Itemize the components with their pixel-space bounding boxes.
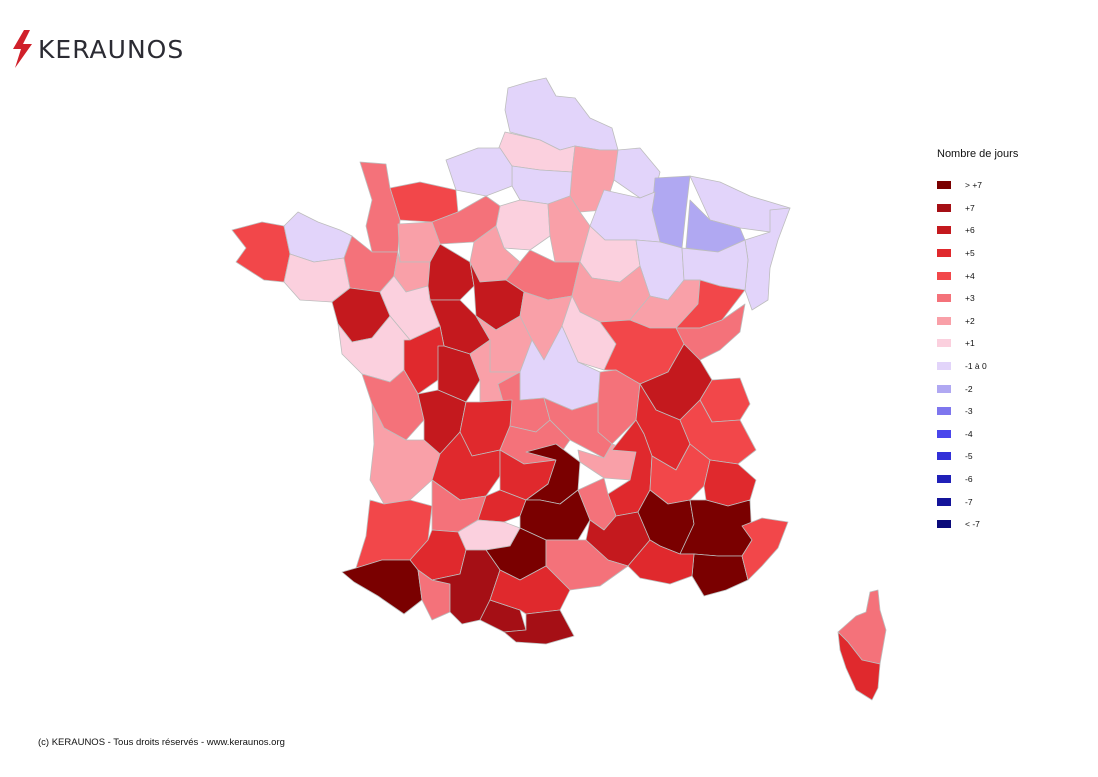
legend-label: +2 bbox=[965, 315, 975, 326]
legend-label: -5 bbox=[965, 451, 973, 462]
legend-swatch bbox=[937, 249, 951, 258]
region-alsace bbox=[744, 207, 791, 311]
region-idf bbox=[495, 199, 551, 251]
legend-item: -3 bbox=[937, 400, 1087, 423]
legend-swatch bbox=[937, 475, 951, 484]
legend-item: +1 bbox=[937, 332, 1087, 355]
legend-swatch bbox=[937, 271, 951, 280]
legend-swatch bbox=[937, 181, 951, 190]
legend-item: -7 bbox=[937, 490, 1087, 513]
legend-swatch bbox=[937, 362, 951, 371]
region-ariege bbox=[479, 599, 527, 633]
legend-item: +3 bbox=[937, 287, 1087, 310]
legend-items: > +7 +7 +6 +5 +4 +3 +2 +1 -1 à 0 -2 -3 -4 -5 -6 -7 < -7 bbox=[937, 174, 1087, 536]
legend-label: < -7 bbox=[965, 519, 980, 530]
legend-label: > +7 bbox=[965, 180, 983, 191]
legend-item: -4 bbox=[937, 423, 1087, 446]
legend-label: -4 bbox=[965, 428, 973, 439]
legend-swatch bbox=[937, 316, 951, 325]
map-legend: Nombre de jours > +7 +7 +6 +5 +4 +3 +2 +1 -1 à 0… bbox=[937, 148, 1087, 536]
region-vienne bbox=[437, 345, 481, 403]
legend-swatch bbox=[937, 203, 951, 212]
legend-item: -2 bbox=[937, 377, 1087, 400]
legend-item: -1 à 0 bbox=[937, 355, 1087, 378]
legend-label: -1 à 0 bbox=[965, 361, 987, 372]
legend-title: Nombre de jours bbox=[937, 148, 1019, 160]
legend-swatch bbox=[937, 407, 951, 416]
legend-item: +4 bbox=[937, 264, 1087, 287]
legend-label: -3 bbox=[965, 406, 973, 417]
legend-label: -6 bbox=[965, 474, 973, 485]
region-pyrenees-orientales bbox=[503, 609, 575, 645]
region-finistere bbox=[231, 221, 291, 283]
legend-swatch bbox=[937, 339, 951, 348]
region-eure bbox=[431, 195, 501, 245]
legend-label: +4 bbox=[965, 270, 975, 281]
legend-label: +3 bbox=[965, 293, 975, 304]
region-morbihan bbox=[283, 253, 351, 303]
legend-label: +1 bbox=[965, 338, 975, 349]
region-cotes-armor bbox=[283, 211, 353, 263]
legend-item: +6 bbox=[937, 219, 1087, 242]
legend-label: +5 bbox=[965, 248, 975, 259]
region-bouches-rhone bbox=[627, 539, 695, 585]
legend-item: +5 bbox=[937, 242, 1087, 265]
legend-item: +7 bbox=[937, 197, 1087, 220]
footer-copyright: (c) KERAUNOS - Tous droits réservés - ww… bbox=[38, 737, 285, 748]
legend-item: -5 bbox=[937, 445, 1087, 468]
legend-swatch bbox=[937, 452, 951, 461]
region-pyrenees-atlantiques bbox=[341, 559, 423, 615]
region-seine-maritime bbox=[445, 147, 513, 197]
region-var-south bbox=[691, 553, 749, 597]
legend-label: +6 bbox=[965, 225, 975, 236]
brand-logo: KERAUNOS bbox=[10, 28, 220, 70]
legend-swatch bbox=[937, 429, 951, 438]
region-ardennes bbox=[613, 147, 661, 199]
legend-swatch bbox=[937, 384, 951, 393]
lightning-icon bbox=[13, 30, 32, 68]
legend-item: +2 bbox=[937, 310, 1087, 333]
legend-swatch bbox=[937, 226, 951, 235]
region-corse-sud bbox=[837, 631, 881, 701]
legend-label: -7 bbox=[965, 496, 973, 507]
legend-swatch bbox=[937, 520, 951, 529]
legend-swatch bbox=[937, 497, 951, 506]
region-sarthe bbox=[427, 243, 475, 301]
legend-item: < -7 bbox=[937, 513, 1087, 536]
region-manche bbox=[359, 161, 401, 253]
legend-label: -2 bbox=[965, 383, 973, 394]
brand-name: KERAUNOS bbox=[38, 34, 185, 64]
legend-item: > +7 bbox=[937, 174, 1087, 197]
legend-item: -6 bbox=[937, 468, 1087, 491]
legend-swatch bbox=[937, 294, 951, 303]
legend-label: +7 bbox=[965, 202, 975, 213]
region-nice bbox=[741, 517, 789, 581]
region-puy-dome bbox=[543, 397, 613, 459]
region-alpes-maritimes bbox=[703, 459, 757, 507]
